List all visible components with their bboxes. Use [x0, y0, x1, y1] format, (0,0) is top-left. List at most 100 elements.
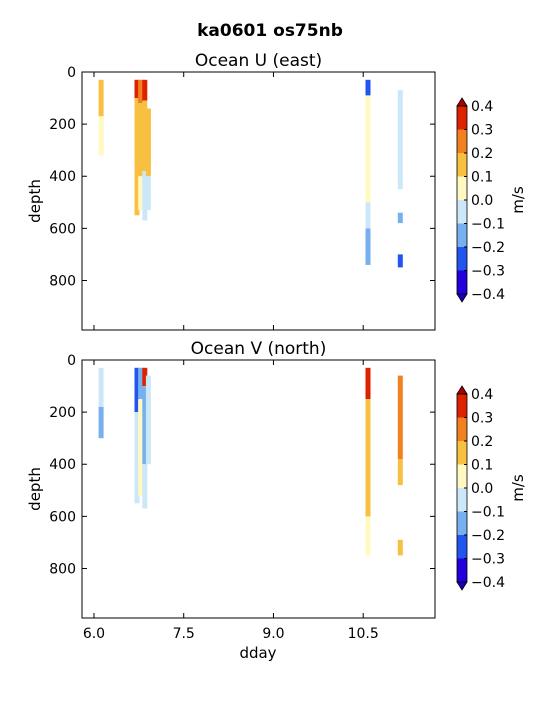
colorbar-tick-label: 0.2	[471, 434, 493, 450]
heatmap-cell	[142, 464, 148, 509]
heatmap-cell	[365, 367, 371, 400]
y-tick-label: 600	[49, 509, 76, 525]
colorbar-band	[457, 417, 467, 441]
heatmap-cell	[365, 399, 371, 517]
panels: Ocean U (east) 0 200 400 600 800 depth 0.4 0.3 0.…	[26, 51, 527, 642]
heatmap-cell	[134, 168, 140, 216]
colorbar-band	[457, 153, 467, 177]
heatmap-cell	[138, 103, 144, 177]
heatmap-cell	[134, 98, 140, 169]
y-tick-label: 400	[49, 457, 76, 473]
heatmap-cell	[98, 79, 104, 117]
y-tick-label: 600	[49, 221, 76, 237]
heatmap-cell	[142, 171, 148, 221]
panel-2: Ocean V (north) 0 200 400 600 800 6.0 7.5 9.0 10.…	[26, 339, 527, 642]
heatmap-cell	[98, 406, 104, 439]
colorbar-band	[457, 247, 467, 271]
heatmap-cell	[138, 367, 144, 400]
y-tick-label: 400	[49, 169, 76, 185]
heatmap-cell	[397, 212, 403, 224]
colorbar-under-arrow	[456, 581, 468, 591]
panel-title: Ocean U (east)	[195, 51, 322, 71]
heatmap-cell	[145, 375, 151, 465]
heatmap-cell	[145, 176, 151, 211]
colorbar: 0.4 0.3 0.2 0.1 0.0 −0.1 −0.2 −0.3 −0.4 m/s	[456, 385, 527, 591]
heatmap-cell	[98, 367, 104, 407]
heatmap-cell	[138, 399, 144, 496]
colorbar-band	[457, 488, 467, 512]
x-tick-label: 9.0	[262, 626, 284, 642]
colorbar-unit-label: m/s	[509, 186, 527, 214]
colorbar-tick-label: 0.1	[471, 458, 493, 474]
colorbar-band	[457, 270, 467, 294]
colorbar-unit-label: m/s	[509, 474, 527, 502]
heatmap-cell	[145, 108, 151, 177]
colorbar-band	[457, 441, 467, 465]
heatmap-cell	[142, 100, 148, 172]
heatmap-cell	[397, 459, 403, 486]
panel-1: Ocean U (east)0200400600800depth0.40.30.…	[26, 51, 527, 331]
y-tick-label: 200	[49, 405, 76, 421]
heatmap-cell	[98, 116, 104, 156]
colorbar-tick-label: −0.3	[471, 264, 505, 280]
heatmap-cell	[365, 202, 371, 229]
colorbar-band	[457, 176, 467, 200]
colorbar-tick-label: −0.2	[471, 240, 505, 256]
colorbar-band	[457, 535, 467, 559]
colorbar-tick-label: 0.4	[471, 387, 493, 403]
colorbar-tick-label: −0.1	[471, 217, 505, 233]
colorbar-under-arrow	[456, 293, 468, 303]
colorbar-tick-label: 0.2	[471, 146, 493, 162]
heatmap-cell	[134, 79, 140, 98]
figure-suptitle: ka0601 os75nb	[197, 21, 343, 41]
heatmap-cell	[138, 79, 144, 104]
colorbar-band	[457, 464, 467, 488]
x-axis-label: dday	[239, 644, 276, 662]
colorbar-band	[457, 200, 467, 224]
x-tick-label: 10.5	[348, 626, 379, 642]
colorbar-tick-label: 0.0	[471, 481, 493, 497]
colorbar-over-arrow	[456, 385, 468, 395]
heatmap-cell	[138, 176, 144, 211]
y-axis-label: depth	[26, 179, 44, 223]
heatmap-cells	[98, 79, 403, 268]
y-axis-label: depth	[26, 467, 44, 511]
colorbar-tick-label: 0.0	[471, 193, 493, 209]
plot-frame	[81, 359, 436, 619]
colorbar-tick-label: −0.3	[471, 552, 505, 568]
plot-frame	[81, 71, 436, 331]
colorbar-band	[457, 558, 467, 582]
colorbar-tick-label: −0.4	[471, 575, 505, 591]
heatmap-cell	[134, 412, 140, 504]
heatmap-cell	[142, 79, 148, 101]
colorbar-tick-label: −0.1	[471, 505, 505, 521]
colorbar-tick-label: −0.2	[471, 528, 505, 544]
heatmap-cell	[365, 228, 371, 265]
heatmap-cell	[397, 90, 403, 190]
colorbar-over-arrow	[456, 97, 468, 107]
colorbar: 0.4 0.3 0.2 0.1 0.0 −0.1 −0.2 −0.3 −0.4 m/s	[456, 97, 527, 303]
colorbar-tick-label: 0.3	[471, 123, 493, 139]
y-tick-label: 800	[49, 561, 76, 577]
heatmap-cell	[397, 539, 403, 556]
heatmap-cell	[397, 375, 403, 459]
heatmap-cell	[365, 516, 371, 556]
colorbar-tick-label: −0.4	[471, 287, 505, 303]
colorbar-band	[457, 394, 467, 418]
heatmap-cell	[134, 367, 140, 413]
colorbar-band	[457, 129, 467, 153]
colorbar-band	[457, 511, 467, 535]
y-tick-label: 800	[49, 273, 76, 289]
colorbar-band	[457, 223, 467, 247]
heatmap-cell	[397, 254, 403, 268]
heatmap-cells	[98, 367, 403, 556]
x-tick-label: 7.5	[173, 626, 195, 642]
colorbar-band	[457, 106, 467, 130]
y-tick-label: 200	[49, 117, 76, 133]
heatmap-cell	[365, 79, 371, 96]
heatmap-cell	[365, 95, 371, 203]
y-tick-label: 0	[67, 353, 76, 369]
colorbar-tick-label: 0.1	[471, 170, 493, 186]
heatmap-cell	[142, 367, 148, 386]
x-tick-label: 6.0	[83, 626, 105, 642]
